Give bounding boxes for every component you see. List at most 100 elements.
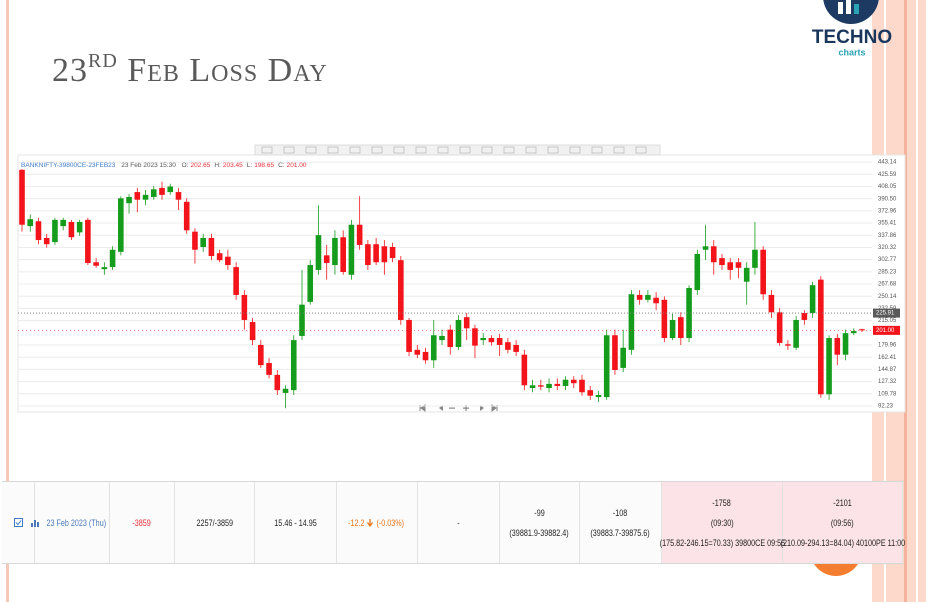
legend-field: L: [247,162,253,169]
candle-body [282,388,289,393]
tool-icon [525,146,537,154]
line: (39883.7-39875.6) [590,527,651,538]
candle-body [455,319,462,348]
candle-body [109,249,116,268]
candle-body [480,338,486,341]
candle-body [200,237,206,247]
candle-body [340,237,346,272]
title-text: Feb Loss Day [127,52,328,89]
cell: -12.2 (-0.03%) [337,482,418,563]
candle-body [595,395,602,398]
down-arrow [367,518,373,527]
chart-legend: BANKNIFTY-39800CE-23FEB23 23 Feb 2023 15… [21,162,307,169]
candle-body [76,221,83,233]
line: (09:56) [831,517,854,528]
y-tick-label: 285.23 [878,269,897,275]
line: -108 [613,507,628,518]
cell: -99 (39881.9-39882.4) [500,482,580,563]
candle-body [307,265,314,302]
candle-body [562,379,569,386]
candle-body [587,390,594,396]
tool-icon [635,146,647,154]
candle-body [299,304,305,336]
tool-icon [547,146,559,154]
legend-value: 198.65 [254,162,274,169]
line: (39881.9-39882.4) [509,527,570,538]
legend-value: 201.00 [287,162,307,169]
candle-body [785,344,791,346]
candle-body [323,255,330,263]
candle-body [447,329,454,348]
candle-body [850,331,857,334]
candle-body [183,201,190,231]
candle-body [216,253,223,261]
candle-body [150,189,157,197]
candle-body [612,335,618,370]
change-pct: (-0.03%) [376,517,405,528]
candle-body [373,244,379,263]
tool-icon [569,146,581,154]
title-number: 23 [52,52,88,89]
candle-body [818,279,824,395]
checkbox[interactable] [13,518,23,527]
candle-body [381,246,388,263]
tool-icon [261,146,273,154]
candle-body [241,294,248,320]
toolbar [254,144,661,156]
candle-body [521,354,528,386]
candle-body [488,338,495,343]
candle-body [603,335,610,398]
date-cell[interactable]: 23 Feb 2023 (Thu) [30,482,110,563]
y-tick-label: 144.87 [878,367,897,373]
y-tick-label: 372.96 [878,208,897,214]
candle-body [546,383,552,389]
candle-body [620,347,626,368]
tool-icon [591,146,603,154]
cell: -2101 (09:56) (210.09-294.13=84.04) 40100P… [780,482,905,563]
candle-body [826,338,832,395]
candle-body [192,231,198,250]
y-tick-label: 179.96 [878,343,897,349]
y-tick-label: 302.77 [878,257,897,263]
candle-body [134,192,141,200]
candle-body [27,219,34,227]
candle-body [472,328,478,346]
title-suffix: RD [88,50,118,72]
pnl: -3859 [132,517,152,528]
candle-body [290,340,297,391]
tool-icon [349,146,361,154]
candle-body [743,267,750,282]
candle-body [422,351,429,361]
candle-body [348,224,355,275]
candle-body [19,169,25,225]
date: 23 Feb 2023 (Thu) [46,517,106,528]
candle-body [752,249,758,268]
candle-body [175,192,182,200]
candle-body [636,294,643,300]
line: (09:30) [710,517,734,528]
line: -1758 [712,497,732,508]
candle-body [570,379,577,384]
candle-body [678,317,684,339]
candle-body [760,249,766,295]
legend-field: H: [214,162,221,169]
line: -2101 [833,497,852,508]
y-tick-label: 250.14 [878,294,897,300]
candle-body [93,262,99,266]
chart-icon[interactable] [30,519,39,527]
candle-body [159,187,165,195]
crosshair-box [873,308,900,318]
candle-body [414,349,421,355]
tool-icon [371,146,383,154]
legend-value: 202.65 [191,162,211,169]
candle-body [274,374,281,391]
candle-body [35,221,42,241]
last-price-box [873,325,900,335]
candle-body [60,219,66,227]
cell: - [418,482,500,563]
logo-name: TECHNO [812,27,892,48]
candle-body [126,196,132,204]
candle-body [167,186,174,193]
y-tick-label: 109.78 [878,391,897,397]
candle-body [356,224,363,245]
